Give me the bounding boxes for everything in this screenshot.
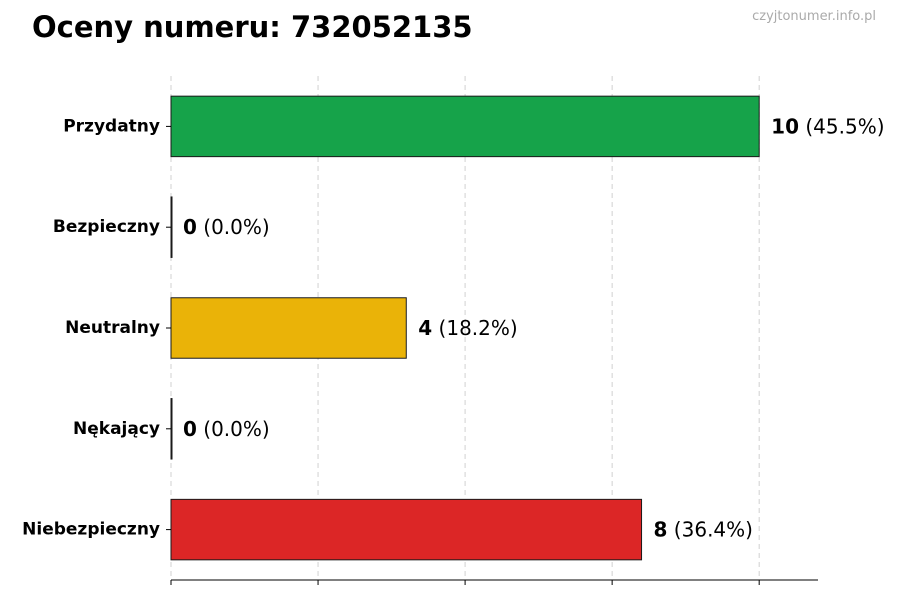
value-percent: (18.2%)	[432, 316, 517, 340]
bar	[170, 196, 173, 258]
value-label: 8 (36.4%)	[654, 518, 753, 542]
category-label: Przydatny	[63, 116, 160, 136]
value-percent: (45.5%)	[799, 114, 885, 138]
value-percent: (0.0%)	[197, 215, 270, 239]
category-label: Niebezpieczny	[22, 520, 160, 540]
value-count: 4	[418, 316, 432, 340]
value-count: 0	[183, 417, 197, 441]
category-label: Bezpieczny	[53, 217, 160, 237]
bar	[170, 398, 173, 460]
value-label: 10 (45.5%)	[771, 114, 884, 138]
value-label: 4 (18.2%)	[418, 316, 517, 340]
value-count: 0	[183, 215, 197, 239]
category-label: Nękający	[73, 419, 160, 439]
category-label: Neutralny	[65, 318, 160, 338]
watermark: czyjtonumer.info.pl	[752, 9, 876, 24]
value-count: 8	[654, 518, 668, 542]
value-count: 10	[771, 114, 799, 138]
bar	[170, 297, 407, 359]
chart-title: Oceny numeru: 732052135	[32, 10, 473, 44]
bar	[170, 498, 643, 561]
value-percent: (36.4%)	[667, 518, 753, 542]
value-percent: (0.0%)	[197, 417, 270, 441]
bar	[170, 95, 760, 158]
value-label: 0 (0.0%)	[183, 417, 270, 441]
value-label: 0 (0.0%)	[183, 215, 270, 239]
